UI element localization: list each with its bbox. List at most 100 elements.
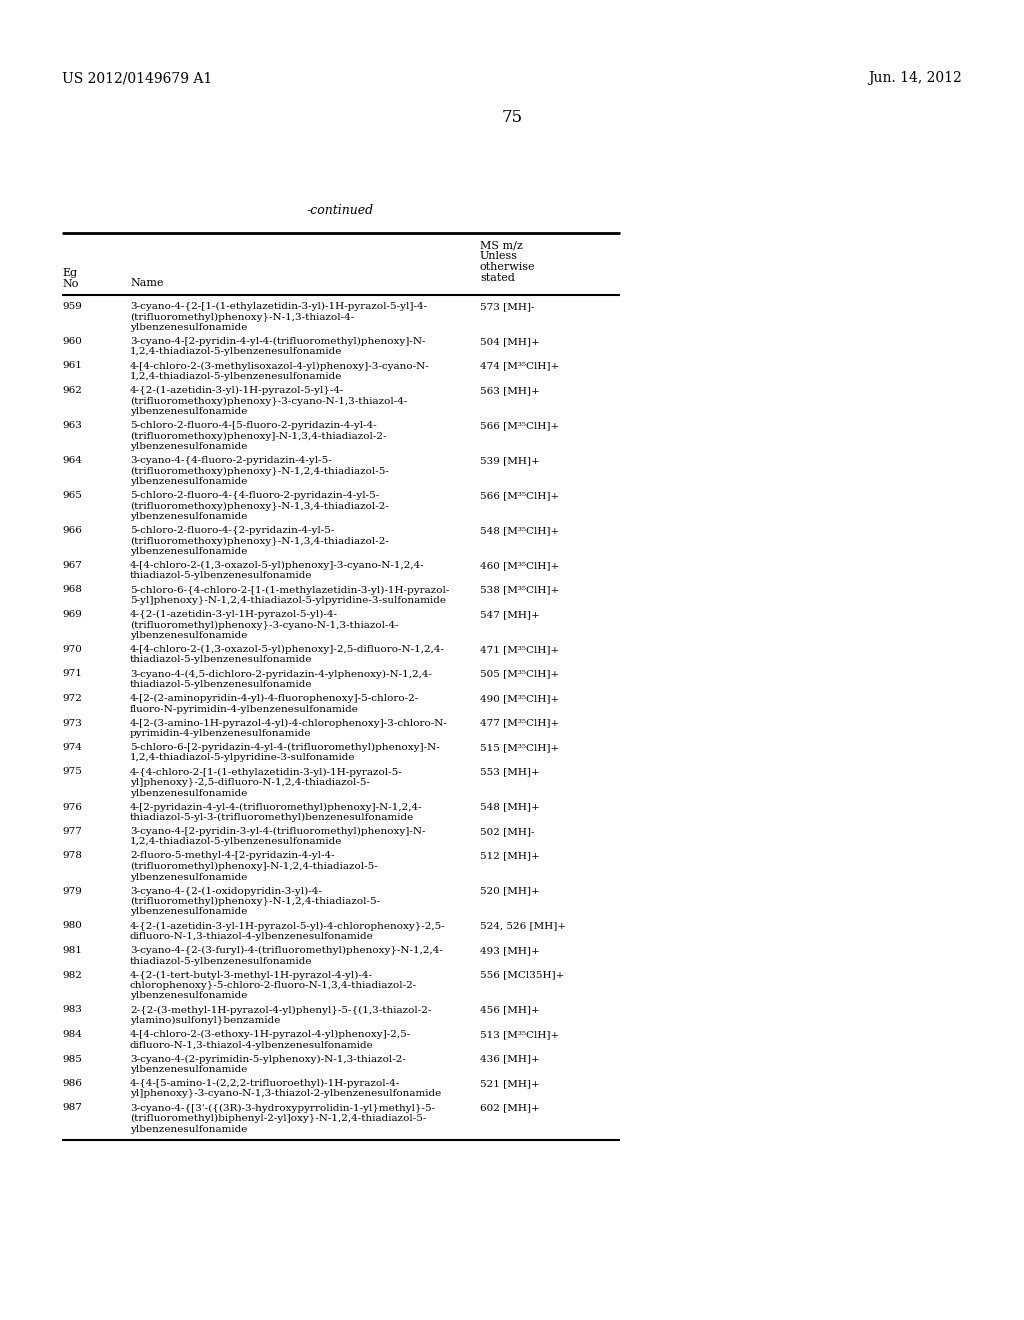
Text: 982: 982 xyxy=(62,970,82,979)
Text: ylbenzenesulfonamide: ylbenzenesulfonamide xyxy=(130,323,248,333)
Text: 474 [M³⁵ClH]+: 474 [M³⁵ClH]+ xyxy=(480,362,559,371)
Text: 4-{4-[5-amino-1-(2,2,2-trifluoroethyl)-1H-pyrazol-4-: 4-{4-[5-amino-1-(2,2,2-trifluoroethyl)-1… xyxy=(130,1078,400,1088)
Text: 515 [M³⁵ClH]+: 515 [M³⁵ClH]+ xyxy=(480,743,559,752)
Text: (trifluoromethyl)phenoxy]-N-1,2,4-thiadiazol-5-: (trifluoromethyl)phenoxy]-N-1,2,4-thiadi… xyxy=(130,862,378,871)
Text: 456 [MH]+: 456 [MH]+ xyxy=(480,1006,540,1015)
Text: thiadiazol-5-yl-3-(trifluoromethyl)benzenesulfonamide: thiadiazol-5-yl-3-(trifluoromethyl)benze… xyxy=(130,813,415,822)
Text: ylbenzenesulfonamide: ylbenzenesulfonamide xyxy=(130,407,248,416)
Text: 548 [MH]+: 548 [MH]+ xyxy=(480,803,540,812)
Text: 563 [MH]+: 563 [MH]+ xyxy=(480,385,540,395)
Text: 977: 977 xyxy=(62,828,82,836)
Text: thiadiazol-5-ylbenzenesulfonamide: thiadiazol-5-ylbenzenesulfonamide xyxy=(130,656,312,664)
Text: 983: 983 xyxy=(62,1006,82,1015)
Text: thiadiazol-5-ylbenzenesulfonamide: thiadiazol-5-ylbenzenesulfonamide xyxy=(130,572,312,581)
Text: 965: 965 xyxy=(62,491,82,500)
Text: 553 [MH]+: 553 [MH]+ xyxy=(480,767,540,776)
Text: 513 [M³⁵ClH]+: 513 [M³⁵ClH]+ xyxy=(480,1030,559,1039)
Text: 75: 75 xyxy=(502,110,522,127)
Text: 4-{2-(1-tert-butyl-3-methyl-1H-pyrazol-4-yl)-4-: 4-{2-(1-tert-butyl-3-methyl-1H-pyrazol-4… xyxy=(130,970,373,979)
Text: (trifluoromethoxy)phenoxy}-N-1,2,4-thiadiazol-5-: (trifluoromethoxy)phenoxy}-N-1,2,4-thiad… xyxy=(130,466,389,475)
Text: 1,2,4-thiadiazol-5-ylbenzenesulfonamide: 1,2,4-thiadiazol-5-ylbenzenesulfonamide xyxy=(130,837,342,846)
Text: (trifluoromethoxy)phenoxy}-N-1,3,4-thiadiazol-2-: (trifluoromethoxy)phenoxy}-N-1,3,4-thiad… xyxy=(130,536,389,545)
Text: 2-fluoro-5-methyl-4-[2-pyridazin-4-yl-4-: 2-fluoro-5-methyl-4-[2-pyridazin-4-yl-4- xyxy=(130,851,335,861)
Text: 964: 964 xyxy=(62,455,82,465)
Text: 976: 976 xyxy=(62,803,82,812)
Text: 1,2,4-thiadiazol-5-ylbenzenesulfonamide: 1,2,4-thiadiazol-5-ylbenzenesulfonamide xyxy=(130,347,342,356)
Text: 3-cyano-4-{[3'-({(3R)-3-hydroxypyrrolidin-1-yl}methyl}-5-: 3-cyano-4-{[3'-({(3R)-3-hydroxypyrrolidi… xyxy=(130,1104,435,1113)
Text: thiadiazol-5-ylbenzenesulfonamide: thiadiazol-5-ylbenzenesulfonamide xyxy=(130,680,312,689)
Text: ylbenzenesulfonamide: ylbenzenesulfonamide xyxy=(130,873,248,882)
Text: 972: 972 xyxy=(62,694,82,704)
Text: 5-chloro-6-[2-pyridazin-4-yl-4-(trifluoromethyl)phenoxy]-N-: 5-chloro-6-[2-pyridazin-4-yl-4-(trifluor… xyxy=(130,743,439,752)
Text: 4-[2-(3-amino-1H-pyrazol-4-yl)-4-chlorophenoxy]-3-chloro-N-: 4-[2-(3-amino-1H-pyrazol-4-yl)-4-chlorop… xyxy=(130,718,447,727)
Text: ylbenzenesulfonamide: ylbenzenesulfonamide xyxy=(130,908,248,916)
Text: ylamino)sulfonyl}benzamide: ylamino)sulfonyl}benzamide xyxy=(130,1016,281,1026)
Text: chlorophenoxy}-5-chloro-2-fluoro-N-1,3,4-thiadiazol-2-: chlorophenoxy}-5-chloro-2-fluoro-N-1,3,4… xyxy=(130,981,417,990)
Text: 547 [MH]+: 547 [MH]+ xyxy=(480,610,540,619)
Text: Eg: Eg xyxy=(62,268,77,279)
Text: 477 [M³⁵ClH]+: 477 [M³⁵ClH]+ xyxy=(480,718,559,727)
Text: 521 [MH]+: 521 [MH]+ xyxy=(480,1078,540,1088)
Text: 490 [M³⁵ClH]+: 490 [M³⁵ClH]+ xyxy=(480,694,559,704)
Text: 502 [MH]-: 502 [MH]- xyxy=(480,828,535,836)
Text: 3-cyano-4-[2-pyridin-3-yl-4-(trifluoromethyl)phenoxy]-N-: 3-cyano-4-[2-pyridin-3-yl-4-(trifluorome… xyxy=(130,828,426,836)
Text: 471 [M³⁵ClH]+: 471 [M³⁵ClH]+ xyxy=(480,645,559,653)
Text: 3-cyano-4-{2-(3-furyl)-4-(trifluoromethyl)phenoxy}-N-1,2,4-: 3-cyano-4-{2-(3-furyl)-4-(trifluoromethy… xyxy=(130,946,442,956)
Text: 4-[4-chloro-2-(1,3-oxazol-5-yl)phenoxy]-3-cyano-N-1,2,4-: 4-[4-chloro-2-(1,3-oxazol-5-yl)phenoxy]-… xyxy=(130,561,425,570)
Text: difluoro-N-1,3-thiazol-4-ylbenzenesulfonamide: difluoro-N-1,3-thiazol-4-ylbenzenesulfon… xyxy=(130,1040,374,1049)
Text: 987: 987 xyxy=(62,1104,82,1113)
Text: 974: 974 xyxy=(62,743,82,752)
Text: 4-[2-pyridazin-4-yl-4-(trifluoromethyl)phenoxy]-N-1,2,4-: 4-[2-pyridazin-4-yl-4-(trifluoromethyl)p… xyxy=(130,803,423,812)
Text: 960: 960 xyxy=(62,337,82,346)
Text: No: No xyxy=(62,279,79,289)
Text: ylbenzenesulfonamide: ylbenzenesulfonamide xyxy=(130,512,248,521)
Text: 978: 978 xyxy=(62,851,82,861)
Text: 2-{2-(3-methyl-1H-pyrazol-4-yl)phenyl}-5-{(1,3-thiazol-2-: 2-{2-(3-methyl-1H-pyrazol-4-yl)phenyl}-5… xyxy=(130,1006,431,1015)
Text: 4-[2-(2-aminopyridin-4-yl)-4-fluorophenoxy]-5-chloro-2-: 4-[2-(2-aminopyridin-4-yl)-4-fluoropheno… xyxy=(130,694,419,704)
Text: 973: 973 xyxy=(62,718,82,727)
Text: yl]phenoxy}-3-cyano-N-1,3-thiazol-2-ylbenzenesulfonamide: yl]phenoxy}-3-cyano-N-1,3-thiazol-2-ylbe… xyxy=(130,1089,441,1098)
Text: ylbenzenesulfonamide: ylbenzenesulfonamide xyxy=(130,442,248,451)
Text: yl]phenoxy}-2,5-difluoro-N-1,2,4-thiadiazol-5-: yl]phenoxy}-2,5-difluoro-N-1,2,4-thiadia… xyxy=(130,777,370,787)
Text: Jun. 14, 2012: Jun. 14, 2012 xyxy=(868,71,962,84)
Text: 971: 971 xyxy=(62,669,82,678)
Text: 4-[4-chloro-2-(3-ethoxy-1H-pyrazol-4-yl)phenoxy]-2,5-: 4-[4-chloro-2-(3-ethoxy-1H-pyrazol-4-yl)… xyxy=(130,1030,412,1039)
Text: 984: 984 xyxy=(62,1030,82,1039)
Text: -continued: -continued xyxy=(306,203,374,216)
Text: 556 [MCl35H]+: 556 [MCl35H]+ xyxy=(480,970,564,979)
Text: 5-yl]phenoxy}-N-1,2,4-thiadiazol-5-ylpyridine-3-sulfonamide: 5-yl]phenoxy}-N-1,2,4-thiadiazol-5-ylpyr… xyxy=(130,597,446,605)
Text: thiadiazol-5-ylbenzenesulfonamide: thiadiazol-5-ylbenzenesulfonamide xyxy=(130,957,312,965)
Text: 3-cyano-4-{2-(1-oxidopyridin-3-yl)-4-: 3-cyano-4-{2-(1-oxidopyridin-3-yl)-4- xyxy=(130,887,322,896)
Text: 980: 980 xyxy=(62,921,82,931)
Text: 1,2,4-thiadiazol-5-ylbenzenesulfonamide: 1,2,4-thiadiazol-5-ylbenzenesulfonamide xyxy=(130,372,342,381)
Text: 5-chloro-6-{4-chloro-2-[1-(1-methylazetidin-3-yl)-1H-pyrazol-: 5-chloro-6-{4-chloro-2-[1-(1-methylazeti… xyxy=(130,586,450,594)
Text: 3-cyano-4-{4-fluoro-2-pyridazin-4-yl-5-: 3-cyano-4-{4-fluoro-2-pyridazin-4-yl-5- xyxy=(130,455,332,465)
Text: (trifluoromethyl)biphenyl-2-yl]oxy}-N-1,2,4-thiadiazol-5-: (trifluoromethyl)biphenyl-2-yl]oxy}-N-1,… xyxy=(130,1114,426,1123)
Text: 4-{2-(1-azetidin-3-yl)-1H-pyrazol-5-yl}-4-: 4-{2-(1-azetidin-3-yl)-1H-pyrazol-5-yl}-… xyxy=(130,385,344,395)
Text: (trifluoromethyl)phenoxy}-N-1,3-thiazol-4-: (trifluoromethyl)phenoxy}-N-1,3-thiazol-… xyxy=(130,313,354,322)
Text: 512 [MH]+: 512 [MH]+ xyxy=(480,851,540,861)
Text: 3-cyano-4-[2-pyridin-4-yl-4-(trifluoromethyl)phenoxy]-N-: 3-cyano-4-[2-pyridin-4-yl-4-(trifluorome… xyxy=(130,337,426,346)
Text: 548 [M³⁵ClH]+: 548 [M³⁵ClH]+ xyxy=(480,525,559,535)
Text: US 2012/0149679 A1: US 2012/0149679 A1 xyxy=(62,71,212,84)
Text: 961: 961 xyxy=(62,362,82,371)
Text: ylbenzenesulfonamide: ylbenzenesulfonamide xyxy=(130,546,248,556)
Text: 524, 526 [MH]+: 524, 526 [MH]+ xyxy=(480,921,566,931)
Text: 981: 981 xyxy=(62,946,82,954)
Text: 963: 963 xyxy=(62,421,82,430)
Text: 538 [M³⁵ClH]+: 538 [M³⁵ClH]+ xyxy=(480,586,559,594)
Text: 969: 969 xyxy=(62,610,82,619)
Text: otherwise: otherwise xyxy=(480,261,536,272)
Text: fluoro-N-pyrimidin-4-ylbenzenesulfonamide: fluoro-N-pyrimidin-4-ylbenzenesulfonamid… xyxy=(130,705,358,714)
Text: stated: stated xyxy=(480,273,515,282)
Text: 436 [MH]+: 436 [MH]+ xyxy=(480,1055,540,1064)
Text: 520 [MH]+: 520 [MH]+ xyxy=(480,887,540,895)
Text: 4-{2-(1-azetidin-3-yl-1H-pyrazol-5-yl)-4-: 4-{2-(1-azetidin-3-yl-1H-pyrazol-5-yl)-4… xyxy=(130,610,338,619)
Text: 566 [M³⁵ClH]+: 566 [M³⁵ClH]+ xyxy=(480,491,559,500)
Text: 986: 986 xyxy=(62,1078,82,1088)
Text: 5-chloro-2-fluoro-4-{4-fluoro-2-pyridazin-4-yl-5-: 5-chloro-2-fluoro-4-{4-fluoro-2-pyridazi… xyxy=(130,491,379,500)
Text: ylbenzenesulfonamide: ylbenzenesulfonamide xyxy=(130,1125,248,1134)
Text: (trifluoromethyl)phenoxy}-N-1,2,4-thiadiazol-5-: (trifluoromethyl)phenoxy}-N-1,2,4-thiadi… xyxy=(130,898,380,906)
Text: 5-chloro-2-fluoro-4-{2-pyridazin-4-yl-5-: 5-chloro-2-fluoro-4-{2-pyridazin-4-yl-5- xyxy=(130,525,335,535)
Text: 539 [MH]+: 539 [MH]+ xyxy=(480,455,540,465)
